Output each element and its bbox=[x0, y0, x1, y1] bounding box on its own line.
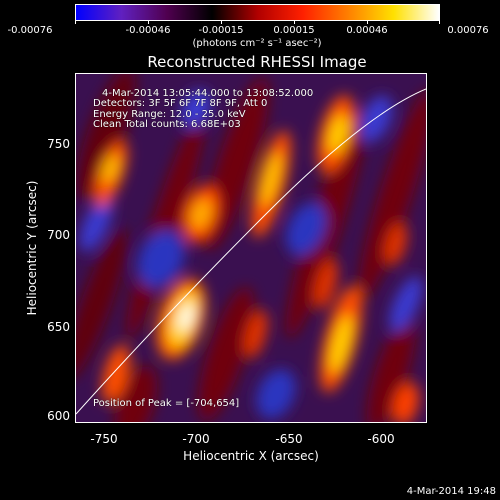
colorbar-tick bbox=[294, 20, 295, 24]
x-tick-label: -650 bbox=[275, 432, 303, 446]
colorbar-tick bbox=[367, 20, 368, 24]
colorbar-tick bbox=[148, 20, 149, 24]
y-tick-label: 700 bbox=[47, 228, 70, 242]
x-tick-label: -750 bbox=[90, 432, 118, 446]
colorbar-tick-label: 0.00015 bbox=[273, 25, 315, 36]
heatmap-svg bbox=[76, 74, 426, 422]
y-tick-label: 650 bbox=[47, 320, 70, 334]
colorbar-tick-label: -0.00076 bbox=[7, 25, 53, 36]
detectors-text: Detectors: 3F 5F 6F 7F 8F 9F, Att 0 bbox=[93, 98, 268, 109]
colorbar-tick-label: -0.00046 bbox=[125, 25, 171, 36]
y-tick-label: 600 bbox=[47, 409, 70, 423]
x-axis-label: Heliocentric X (arcsec) bbox=[183, 449, 319, 463]
clean-counts-text: Clean Total counts: 6.68E+03 bbox=[93, 119, 241, 130]
x-tick-label: -600 bbox=[367, 432, 395, 446]
energy-range-text: Energy Range: 12.0 - 25.0 keV bbox=[93, 109, 246, 120]
colorbar-tick-label: 0.00076 bbox=[447, 25, 489, 36]
colorbar bbox=[75, 4, 440, 21]
y-axis-label: Heliocentric Y (arcsec) bbox=[25, 180, 39, 316]
time-range-text: 4-Mar-2014 13:05:44.000 to 13:08:52.000 bbox=[102, 88, 314, 99]
peak-position-text: Position of Peak = [-704,654] bbox=[93, 398, 240, 409]
colorbar-tick bbox=[221, 20, 222, 24]
colorbar-units: (photons cm⁻² s⁻¹ asec⁻²) bbox=[192, 38, 322, 49]
render-timestamp: 4-Mar-2014 19:48 bbox=[406, 486, 496, 497]
x-tick-label: -700 bbox=[182, 432, 210, 446]
y-tick-label: 750 bbox=[47, 137, 70, 151]
solar-limb-line bbox=[76, 88, 426, 415]
rhessi-image bbox=[75, 73, 427, 423]
colorbar-tick-label: 0.00046 bbox=[346, 25, 388, 36]
colorbar-tick-label: -0.00015 bbox=[198, 25, 244, 36]
image-title: Reconstructed RHESSI Image bbox=[147, 53, 367, 71]
colorbar-tick bbox=[439, 20, 440, 24]
colorbar-tick bbox=[75, 20, 76, 24]
